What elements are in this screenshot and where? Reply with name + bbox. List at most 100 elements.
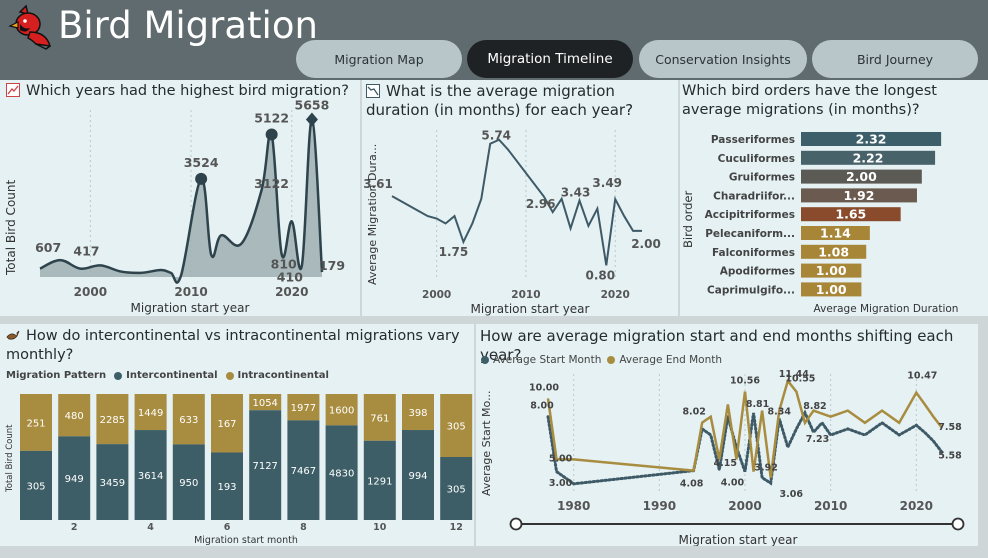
category-label: Cuculiformes — [718, 153, 795, 165]
panel-title: How do intercontinental vs intracontinen… — [6, 328, 460, 363]
x-tick-label: 2000 — [422, 289, 451, 301]
series-line — [391, 138, 642, 266]
x-tick-label: 2010 — [511, 289, 540, 301]
x-tick-label: 1980 — [557, 499, 590, 513]
bar-intercontinental[interactable] — [402, 430, 434, 520]
bar[interactable] — [801, 188, 917, 203]
bar-value-label: 1977 — [291, 403, 316, 414]
y-axis-label: Bird order — [681, 190, 695, 248]
legend-intercontinental: Intercontinental — [126, 370, 218, 381]
data-label: 1.75 — [439, 245, 469, 259]
bar-value-label: 480 — [65, 411, 84, 422]
bar-intercontinental[interactable] — [96, 444, 129, 520]
bar[interactable] — [801, 226, 870, 240]
bar-intracontinental[interactable] — [20, 394, 52, 451]
bar[interactable] — [801, 282, 862, 297]
bar-intercontinental[interactable] — [287, 420, 320, 520]
bar-intracontinental[interactable] — [211, 394, 243, 453]
year-range-slider-start-handle[interactable] — [509, 517, 523, 531]
category-label: Pelecaniform... — [705, 228, 795, 240]
category-label: Charadriifor... — [713, 190, 795, 202]
bar-intracontinental[interactable] — [287, 394, 320, 421]
bar-intracontinental[interactable] — [325, 394, 358, 426]
data-label: 3.43 — [561, 186, 591, 200]
category-label: Passeriformes — [711, 134, 795, 146]
data-label: 810 — [271, 256, 297, 271]
legend-title: Migration Pattern — [6, 370, 107, 381]
data-label: 3.92 — [754, 463, 777, 474]
bar-intercontinental[interactable] — [249, 410, 282, 520]
bar-value-label: 1054 — [252, 398, 277, 409]
data-label: 8.00 — [530, 401, 554, 412]
bar-intercontinental[interactable] — [134, 430, 167, 520]
x-tick-label: 4 — [147, 522, 154, 533]
bar-intercontinental[interactable] — [20, 450, 52, 520]
category-label: Falconiformes — [712, 247, 795, 259]
x-tick-label: 2000 — [74, 285, 107, 299]
data-marker[interactable] — [265, 128, 278, 141]
bar-value-label: 2.00 — [846, 169, 877, 184]
bar[interactable] — [801, 132, 942, 146]
bar-value-label: 1.14 — [820, 226, 851, 241]
bar-intracontinental[interactable] — [402, 394, 434, 431]
bar[interactable] — [801, 244, 867, 259]
x-axis-label: Migration start year — [131, 301, 250, 315]
bar[interactable] — [801, 169, 922, 184]
x-tick-label: 2020 — [900, 499, 933, 513]
bird-icon — [6, 330, 20, 340]
panel-title: Which bird orders have the longest avera… — [682, 83, 937, 118]
bar-intracontinental[interactable] — [363, 394, 396, 441]
bar-intracontinental[interactable] — [134, 394, 167, 431]
bar-value-label: 1449 — [138, 408, 163, 419]
data-label: 3122 — [254, 176, 289, 191]
data-label: 11.44 — [779, 369, 809, 380]
panel-bird-orders: Which bird orders have the longest avera… — [680, 80, 988, 316]
bar-intracontinental[interactable] — [58, 394, 91, 437]
bar-intercontinental[interactable] — [325, 425, 358, 520]
bar-intercontinental[interactable] — [58, 436, 91, 520]
bar-intercontinental[interactable] — [363, 440, 396, 520]
tab-migration-timeline[interactable]: Migration Timeline — [467, 40, 633, 78]
bar-value-label: 1600 — [329, 406, 354, 417]
bar-intracontinental[interactable] — [440, 394, 473, 457]
start-end-line-chart-svg: 10.00 8.00 5.00 3.00 4.08 8.02 4.15 4.00 10.56 8.… — [480, 369, 965, 546]
data-marker-peak[interactable] — [305, 112, 318, 127]
legend-intracontinental: Intracontinental — [237, 370, 329, 381]
bar-intercontinental[interactable] — [172, 444, 205, 520]
bar-intercontinental[interactable] — [211, 452, 243, 520]
tab-migration-map[interactable]: Migration Map — [296, 40, 462, 78]
bar-intracontinental[interactable] — [172, 394, 205, 445]
data-label: 10.47 — [907, 371, 937, 382]
bar-value-label: 633 — [179, 415, 198, 426]
year-range-slider-end-handle[interactable] — [951, 517, 965, 531]
bar-value-label: 4830 — [329, 469, 354, 480]
data-label: 8.82 — [803, 401, 826, 412]
legend-end-month: Average End Month — [619, 354, 723, 366]
data-marker[interactable] — [195, 172, 208, 185]
category-label: Gruiformes — [729, 172, 795, 184]
data-label: 179 — [319, 258, 345, 273]
x-axis-label: Migration start year — [471, 302, 590, 316]
panel-start-end-shift: How are average migration start and end … — [476, 324, 978, 546]
bar-intracontinental[interactable] — [96, 394, 129, 445]
bar-value-label: 2285 — [100, 415, 125, 426]
data-label: 3.00 — [549, 478, 573, 489]
bar-intercontinental[interactable] — [440, 457, 473, 520]
data-label: 10.00 — [529, 382, 559, 393]
tab-bird-journey[interactable]: Bird Journey — [812, 40, 978, 78]
bar-value-label: 994 — [408, 471, 427, 482]
tab-conservation-insights[interactable]: Conservation Insights — [639, 40, 807, 78]
data-label: 3524 — [184, 155, 219, 170]
bar[interactable] — [801, 263, 862, 278]
y-axis-label: Average Migration Dura... — [366, 144, 379, 285]
panel-title: Which years had the highest bird migrati… — [26, 83, 349, 99]
bar[interactable] — [801, 207, 901, 222]
bar-value-label: 1.92 — [844, 188, 875, 203]
bar-intracontinental[interactable] — [249, 394, 282, 411]
data-label: 2.00 — [631, 237, 661, 251]
bar[interactable] — [801, 150, 936, 165]
x-tick-label: 10 — [373, 522, 387, 533]
data-label: 5122 — [254, 110, 289, 125]
bar-value-label: 305 — [447, 485, 466, 496]
